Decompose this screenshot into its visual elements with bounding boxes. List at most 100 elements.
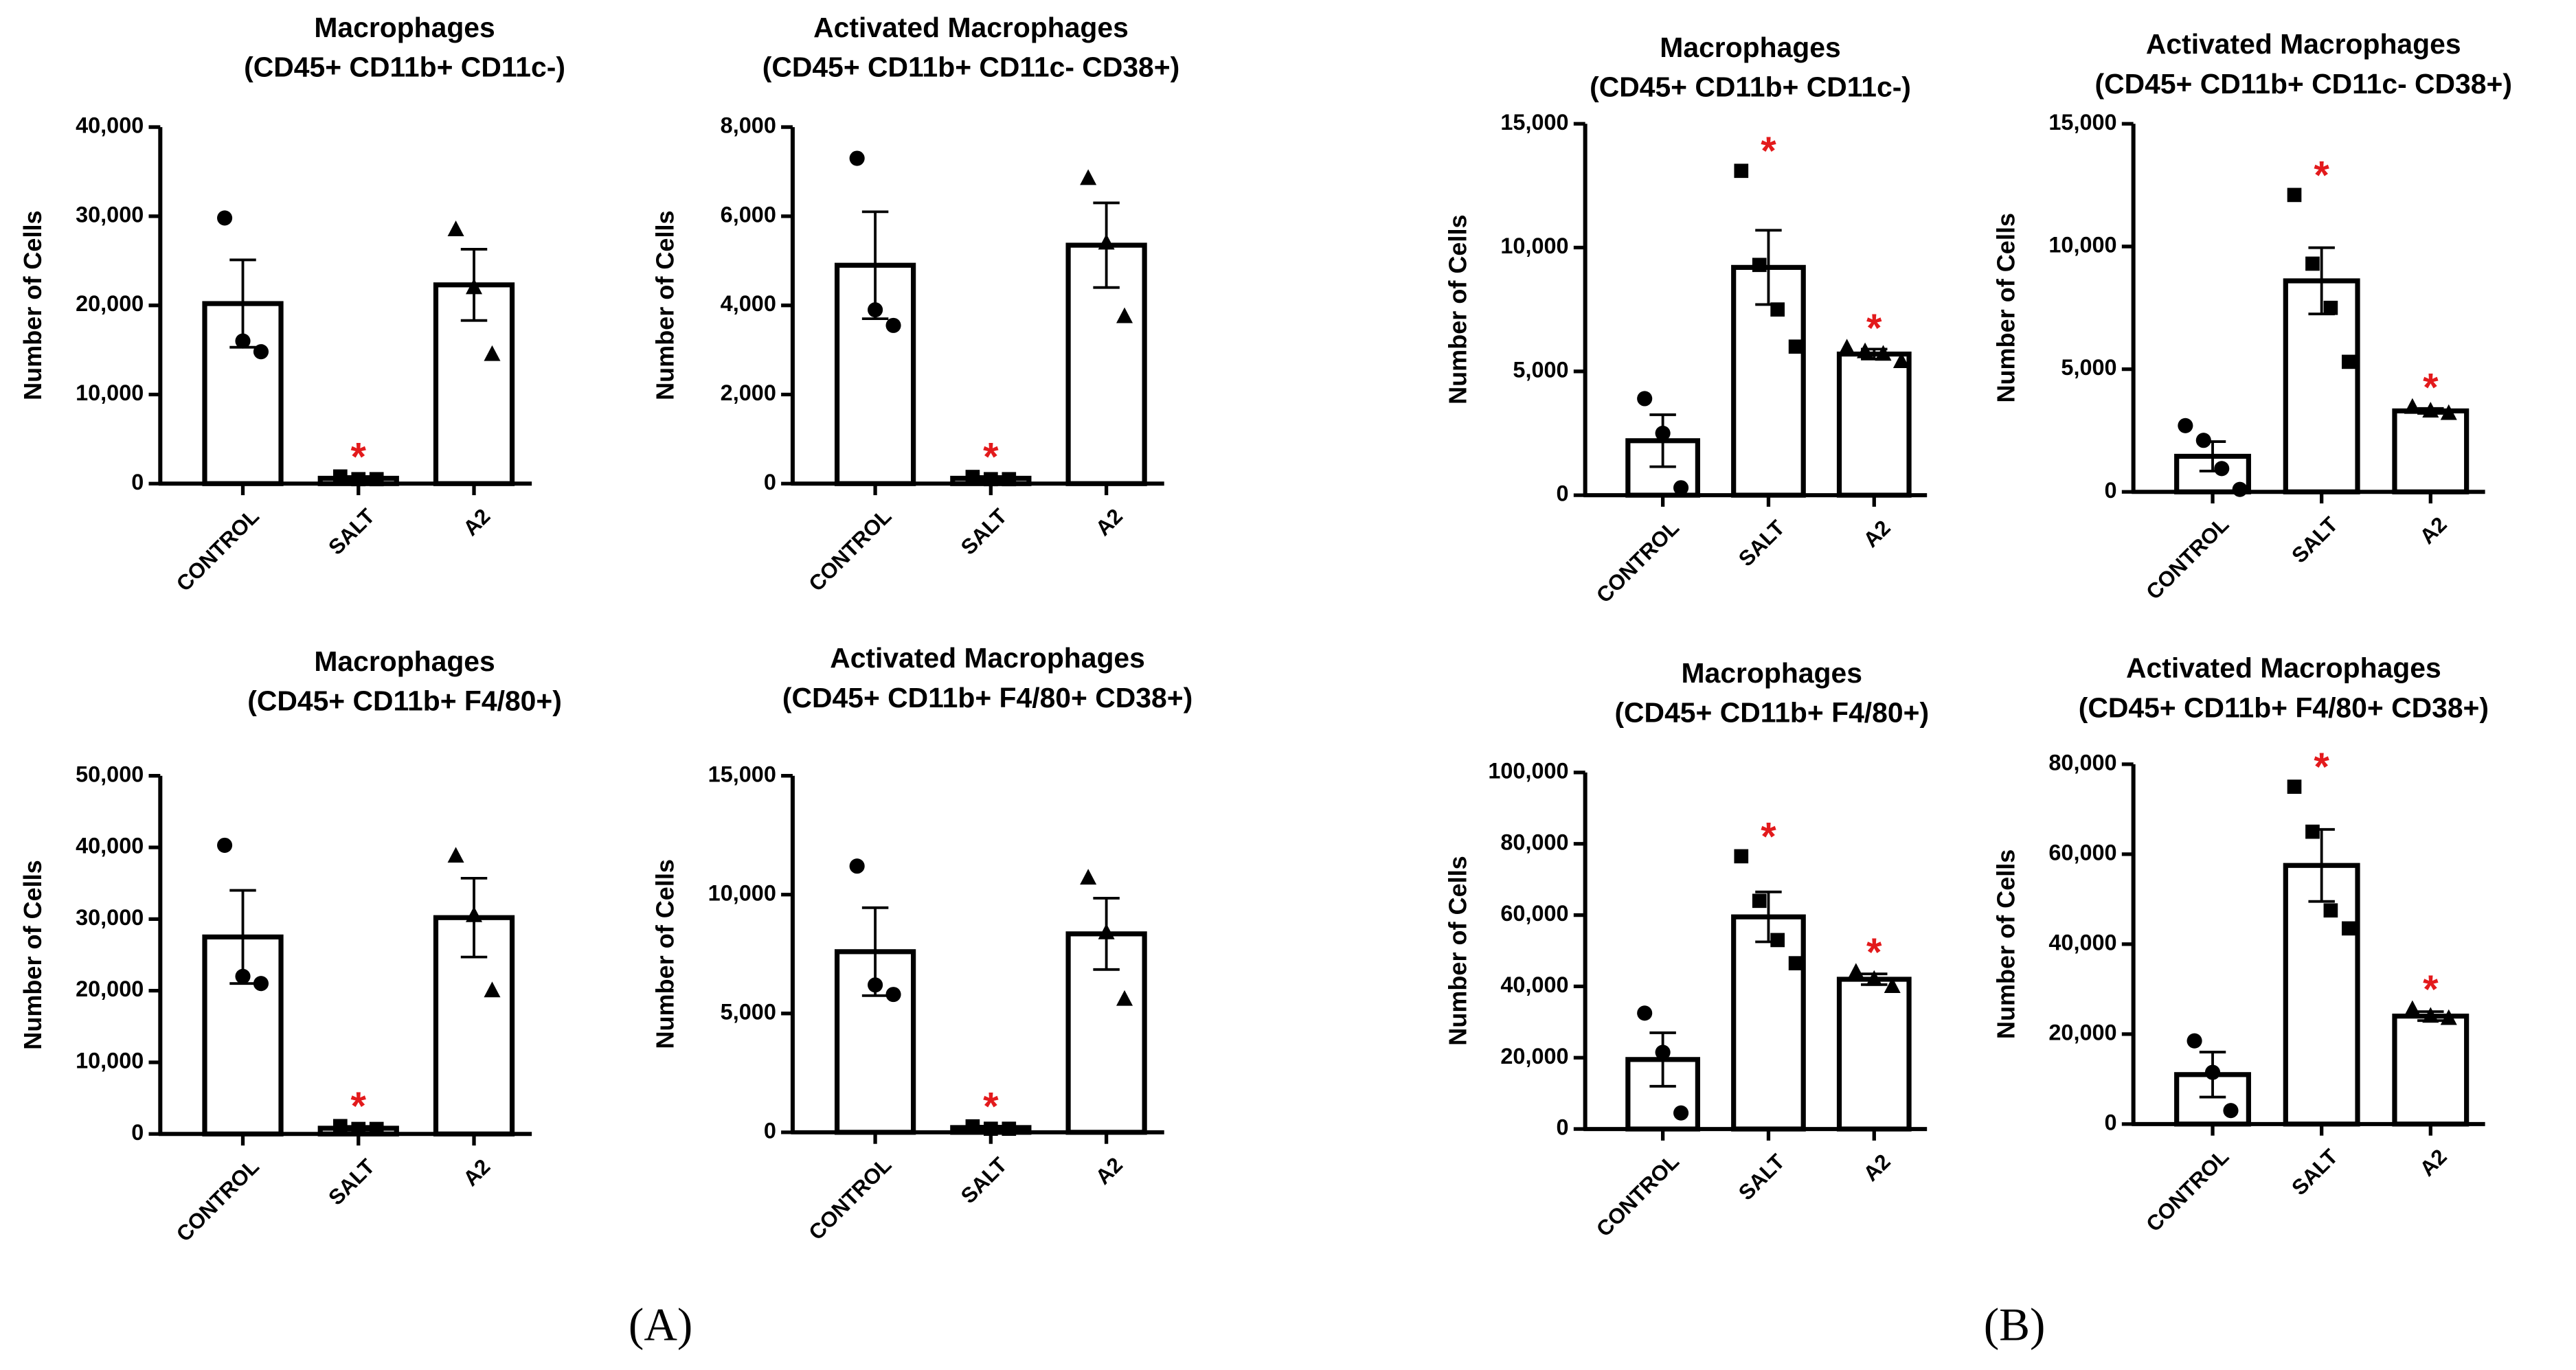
chart: Activated Macrophages (CD45+ CD11b+ F4/80… bbox=[651, 642, 1193, 1244]
bar bbox=[2392, 1014, 2470, 1127]
chart-title: (CD45+ CD11b+ CD11c-) bbox=[244, 52, 565, 83]
significance-marker: * bbox=[1866, 306, 1882, 350]
y-axis-label: Number of Cells bbox=[19, 860, 47, 1049]
data-point bbox=[369, 472, 384, 487]
data-point bbox=[1752, 893, 1767, 909]
x-tick-label: A2 bbox=[1859, 1150, 1895, 1186]
panel-label: (B) bbox=[1984, 1299, 2046, 1351]
data-point bbox=[1884, 977, 1901, 994]
y-axis-label: Number of Cells bbox=[651, 210, 679, 400]
x-tick-label: SALT bbox=[956, 1153, 1012, 1209]
y-axis-label: Number of Cells bbox=[1443, 856, 1471, 1045]
data-point bbox=[2422, 1007, 2439, 1023]
x-tick-label: CONTROL bbox=[1592, 516, 1684, 608]
data-point bbox=[984, 472, 998, 487]
data-point bbox=[1673, 480, 1689, 496]
x-tick-label: SALT bbox=[1734, 516, 1789, 571]
y-tick-label: 80,000 bbox=[1500, 830, 1568, 854]
data-point bbox=[1080, 869, 1097, 885]
data-point bbox=[2341, 921, 2356, 936]
significance-marker: * bbox=[2423, 968, 2439, 1012]
data-point bbox=[253, 976, 269, 992]
y-tick-label: 20,000 bbox=[2048, 1020, 2116, 1044]
x-tick-label: CONTROL bbox=[2141, 512, 2233, 604]
data-point bbox=[984, 1121, 998, 1137]
data-point bbox=[965, 1119, 980, 1134]
data-point bbox=[1893, 352, 1910, 369]
y-tick-label: 4,000 bbox=[721, 291, 776, 316]
chart: Macrophages (CD45+ CD11b+ CD11c-) Number o… bbox=[1443, 32, 1928, 608]
chart-title: Activated Macrophages bbox=[813, 12, 1129, 43]
chart: Macrophages (CD45+ CD11b+ F4/80+) Number o… bbox=[19, 646, 562, 1246]
x-tick-label: CONTROL bbox=[2141, 1145, 2233, 1237]
data-point bbox=[885, 317, 901, 333]
chart-title: Macrophages bbox=[314, 646, 495, 677]
significance-marker: * bbox=[351, 1084, 367, 1128]
data-point bbox=[2287, 187, 2302, 203]
chart-title: Activated Macrophages bbox=[2146, 28, 2461, 60]
chart-title: Activated Macrophages bbox=[2126, 652, 2441, 684]
y-tick-label: 40,000 bbox=[76, 113, 144, 138]
y-tick-label: 15,000 bbox=[1500, 110, 1568, 135]
chart: Activated Macrophages (CD45+ CD11b+ CD11c… bbox=[651, 12, 1179, 596]
chart-title: (CD45+ CD11b+ CD11c- CD38+) bbox=[2094, 68, 2511, 100]
x-tick-label: SALT bbox=[324, 504, 379, 560]
x-tick-label: A2 bbox=[458, 504, 495, 540]
panel-label: (A) bbox=[629, 1299, 692, 1351]
bar bbox=[2283, 863, 2360, 1127]
data-point bbox=[447, 220, 464, 236]
data-point bbox=[484, 981, 501, 998]
data-point bbox=[1098, 923, 1115, 939]
data-point bbox=[1875, 345, 1892, 361]
chart-title: (CD45+ CD11b+ F4/80+) bbox=[1614, 697, 1929, 729]
bar bbox=[2392, 408, 2470, 494]
data-point bbox=[2323, 300, 2338, 315]
data-point bbox=[351, 1121, 366, 1137]
x-tick-label: CONTROL bbox=[172, 1154, 264, 1246]
data-point bbox=[2440, 404, 2457, 420]
data-point bbox=[1788, 956, 1803, 970]
chart-title: (CD45+ CD11b+ CD11c-) bbox=[1590, 71, 1911, 103]
y-tick-label: 5,000 bbox=[1513, 357, 1568, 382]
x-tick-label: A2 bbox=[2415, 512, 2452, 549]
data-point bbox=[2187, 1033, 2202, 1049]
data-point bbox=[217, 210, 233, 226]
y-tick-label: 30,000 bbox=[76, 905, 144, 930]
data-point bbox=[1116, 990, 1133, 1006]
significance-marker: * bbox=[1866, 931, 1882, 974]
data-point bbox=[351, 472, 366, 487]
data-point bbox=[2195, 433, 2211, 448]
data-point bbox=[2404, 1000, 2421, 1016]
data-point bbox=[868, 302, 883, 318]
data-point bbox=[849, 150, 865, 166]
y-tick-label: 60,000 bbox=[1500, 901, 1568, 926]
data-point bbox=[965, 470, 980, 484]
data-point bbox=[2404, 398, 2421, 414]
y-tick-label: 100,000 bbox=[1488, 758, 1568, 783]
data-point bbox=[2204, 1064, 2221, 1080]
data-point bbox=[2232, 481, 2248, 497]
y-tick-label: 60,000 bbox=[2048, 840, 2116, 865]
significance-marker: * bbox=[1761, 814, 1776, 858]
y-tick-label: 20,000 bbox=[1500, 1044, 1568, 1069]
data-point bbox=[2223, 1103, 2239, 1119]
chart-title: Macrophages bbox=[1660, 32, 1840, 63]
chart-title: (CD45+ CD11b+ F4/80+) bbox=[247, 685, 562, 717]
data-point bbox=[1752, 258, 1767, 273]
y-tick-label: 10,000 bbox=[1500, 233, 1568, 258]
data-point bbox=[2178, 418, 2193, 433]
data-point bbox=[466, 906, 483, 922]
x-tick-label: SALT bbox=[1734, 1150, 1789, 1205]
y-tick-label: 15,000 bbox=[708, 762, 776, 786]
y-tick-label: 50,000 bbox=[76, 762, 144, 786]
data-point bbox=[1734, 163, 1749, 179]
y-tick-label: 5,000 bbox=[2061, 355, 2116, 380]
y-tick-label: 40,000 bbox=[2048, 930, 2116, 955]
bar bbox=[1836, 351, 1912, 498]
x-tick-label: CONTROL bbox=[804, 504, 896, 596]
y-tick-label: 6,000 bbox=[721, 202, 776, 227]
data-point bbox=[1080, 169, 1097, 185]
x-tick-label: CONTROL bbox=[804, 1153, 896, 1245]
significance-marker: * bbox=[2423, 365, 2439, 409]
